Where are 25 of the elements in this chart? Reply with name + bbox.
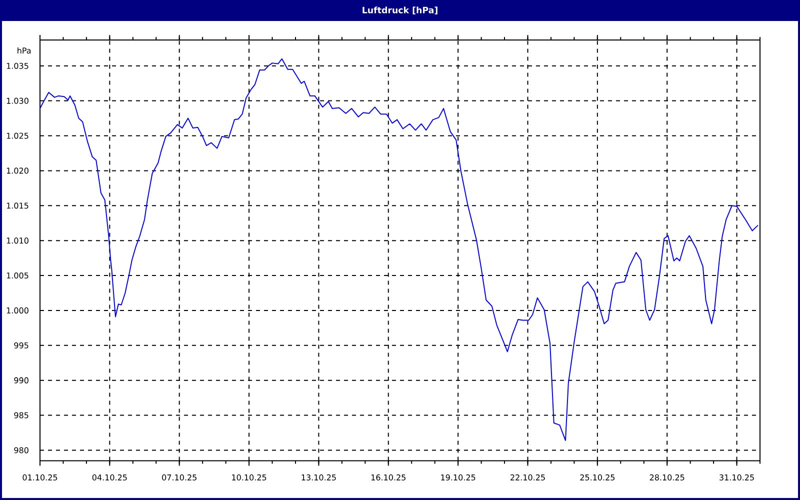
y-tick-label: 1.020 — [6, 168, 28, 174]
y-tick-label: 1.015 — [6, 202, 28, 209]
y-tick-label: 1.030 — [6, 98, 28, 104]
y-tick-label: 1.005 — [6, 272, 28, 279]
y-axis-title: hPa — [18, 47, 31, 54]
x-tick-label: 22.10.25 — [510, 474, 545, 480]
x-tick-label: 04.10.25 — [92, 474, 127, 480]
x-tick-label: 25.10.25 — [580, 474, 615, 480]
y-tick-label: 980 — [14, 447, 28, 454]
y-tick-label: 1.000 — [6, 307, 28, 314]
y-tick-label: 1.010 — [6, 238, 28, 244]
x-tick-label: 07.10.25 — [162, 474, 196, 480]
y-tick-label: 985 — [14, 412, 28, 418]
x-tick-label: 31.10.25 — [720, 474, 754, 480]
x-tick-label: 28.10.25 — [650, 474, 684, 480]
x-tick-label: 16.10.25 — [371, 474, 406, 480]
y-tick-label: 1.025 — [6, 132, 28, 139]
y-tick-label: 995 — [14, 342, 28, 348]
x-tick-label: 01.10.25 — [22, 474, 58, 480]
y-tick-label: 990 — [14, 377, 28, 384]
x-tick-label: 10.10.25 — [232, 474, 266, 480]
x-tick-label: 13.10.25 — [302, 474, 336, 480]
x-tick-label: 19.10.25 — [441, 474, 476, 480]
y-tick-label: 1.035 — [6, 62, 28, 69]
chart-title: Luftdruck [hPa] — [362, 6, 438, 14]
